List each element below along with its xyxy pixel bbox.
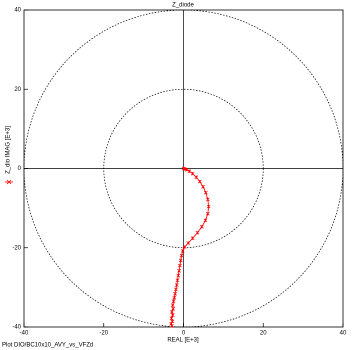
data-point <box>184 167 189 172</box>
y-tick-label: -40 <box>12 325 21 331</box>
footer: Plot DIO/BC10x10_AVY_vs_VFZd <box>2 343 93 349</box>
x-tick-label: 20 <box>260 331 267 337</box>
data-point <box>206 204 211 209</box>
data-point <box>186 241 191 245</box>
y-tick-label: -20 <box>12 245 21 251</box>
data-point <box>180 249 185 253</box>
data-point <box>187 169 192 174</box>
data-point <box>203 218 208 223</box>
data-point <box>194 175 199 180</box>
y-tick-label: 0 <box>18 166 22 172</box>
data-point <box>203 190 208 195</box>
x-tick-label: 40 <box>340 331 347 337</box>
data-point <box>170 323 174 328</box>
data-point <box>190 236 195 241</box>
data-point <box>195 230 200 235</box>
data-point <box>178 263 182 268</box>
data-point <box>178 258 183 263</box>
x-axis-label: REAL [E+3] <box>167 338 199 344</box>
y-axis-label: Z_dio IMAG [E+3] <box>6 126 12 174</box>
data-point <box>173 291 177 296</box>
data-point <box>171 299 176 304</box>
data-point <box>182 245 187 249</box>
data-point <box>198 179 202 184</box>
data-point <box>171 306 175 311</box>
data-point <box>177 268 181 273</box>
x-tick-label: -40 <box>20 331 29 337</box>
chart-title: Z_diode <box>172 3 194 9</box>
data-point <box>170 313 175 317</box>
data-point <box>174 283 179 287</box>
data-point <box>174 287 178 292</box>
data-point <box>199 224 204 229</box>
data-point <box>169 316 174 321</box>
data-point <box>205 197 210 202</box>
y-tick-label: 20 <box>14 87 21 93</box>
data-point <box>179 253 184 258</box>
data-point <box>170 303 175 308</box>
data-point <box>170 310 174 314</box>
x-tick-label: -20 <box>99 331 108 337</box>
x-tick-label: 0 <box>182 331 186 337</box>
data-point <box>201 184 205 189</box>
legend-marker <box>5 179 13 185</box>
data-point <box>172 295 177 300</box>
data-point <box>182 167 187 171</box>
data-point <box>176 273 181 278</box>
data-point <box>175 278 180 283</box>
data-point <box>190 171 195 176</box>
data-point <box>205 211 210 216</box>
y-tick-label: 40 <box>14 8 21 14</box>
